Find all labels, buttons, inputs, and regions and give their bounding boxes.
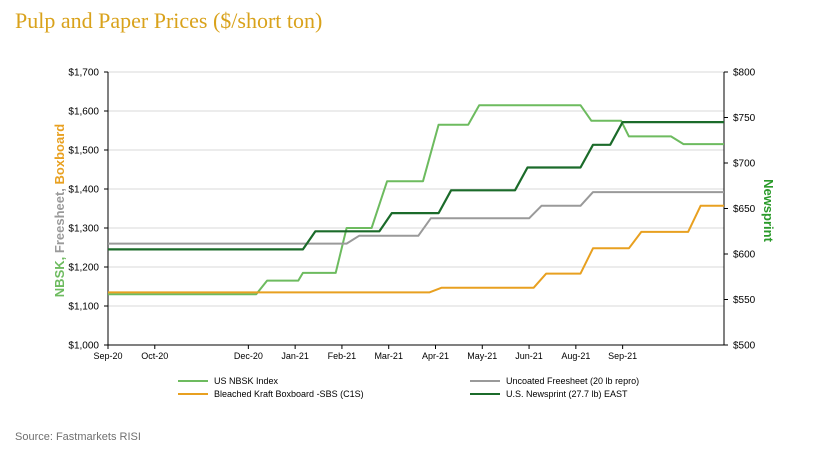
x-tick-label: Mar-21 [374, 351, 403, 361]
x-tick-label: May-21 [467, 351, 497, 361]
axis-titles: NBSK, Freesheet, Boxboard Newsprint [52, 124, 776, 297]
x-tick-label: Sep-21 [608, 351, 637, 361]
left-axis-title-part: , [52, 184, 67, 191]
chart-title: Pulp and Paper Prices ($/short ton) [15, 8, 323, 33]
left-tick-label: $1,100 [68, 302, 99, 313]
right-tick-label: $600 [733, 250, 756, 261]
left-tick-label: $1,500 [68, 146, 99, 157]
x-tick-label: Aug-21 [561, 351, 590, 361]
left-tick-label: $1,700 [68, 68, 99, 79]
right-tick-label: $650 [733, 204, 756, 215]
x-tick-label: Jan-21 [281, 351, 309, 361]
series-line [108, 191, 724, 245]
x-tick-label: Dec-20 [234, 351, 263, 361]
left-axis-title-part: Freesheet [52, 191, 67, 253]
right-tick-label: $550 [733, 295, 756, 306]
x-tick-label: Jun-21 [515, 351, 543, 361]
x-tick-label: Apr-21 [422, 351, 449, 361]
left-axis-title: NBSK, Freesheet, Boxboard [52, 124, 67, 297]
left-tick-label: $1,000 [68, 341, 99, 352]
legend-label: US NBSK Index [214, 376, 279, 386]
right-axis-title: Newsprint [761, 179, 776, 243]
gridlines [108, 71, 724, 307]
x-tick-label: Sep-20 [93, 351, 122, 361]
left-axis-title-part: NBSK [52, 260, 67, 297]
right-tick-label: $750 [733, 113, 756, 124]
axes [107, 72, 725, 346]
left-tick-label: $1,200 [68, 263, 99, 274]
x-tick-label: Feb-21 [328, 351, 357, 361]
legend-label: U.S. Newsprint (27.7 lb) EAST [506, 389, 628, 399]
legend-label: Uncoated Freesheet (20 lb repro) [506, 376, 639, 386]
right-axis-ticks: $500 $550 $600 $650 $700 $750 $800 [724, 68, 756, 352]
legend: US NBSK Index Uncoated Freesheet (20 lb r… [178, 376, 639, 399]
series-line [108, 120, 724, 251]
left-axis-title-part: Boxboard [52, 124, 67, 185]
source-note: Source: Fastmarkets RISI [15, 431, 141, 443]
x-axis-ticks: Sep-20 Oct-20 Dec-20 Jan-21 Feb-21 Mar-21 Apr-… [93, 345, 637, 361]
x-tick-label: Oct-20 [141, 351, 168, 361]
left-tick-label: $1,600 [68, 107, 99, 118]
right-tick-label: $700 [733, 159, 756, 170]
series-line [108, 104, 724, 296]
series-lines [108, 104, 724, 296]
series-line [108, 204, 724, 294]
left-tick-label: $1,300 [68, 224, 99, 235]
left-tick-label: $1,400 [68, 185, 99, 196]
legend-label: Bleached Kraft Boxboard -SBS (C1S) [214, 389, 364, 399]
left-axis-title-part: , [52, 253, 67, 260]
right-tick-label: $500 [733, 341, 756, 352]
right-tick-label: $800 [733, 68, 756, 79]
left-axis-ticks: $1,000 $1,100 $1,200 $1,300 $1,400 $1,500 $1,6… [68, 68, 108, 352]
